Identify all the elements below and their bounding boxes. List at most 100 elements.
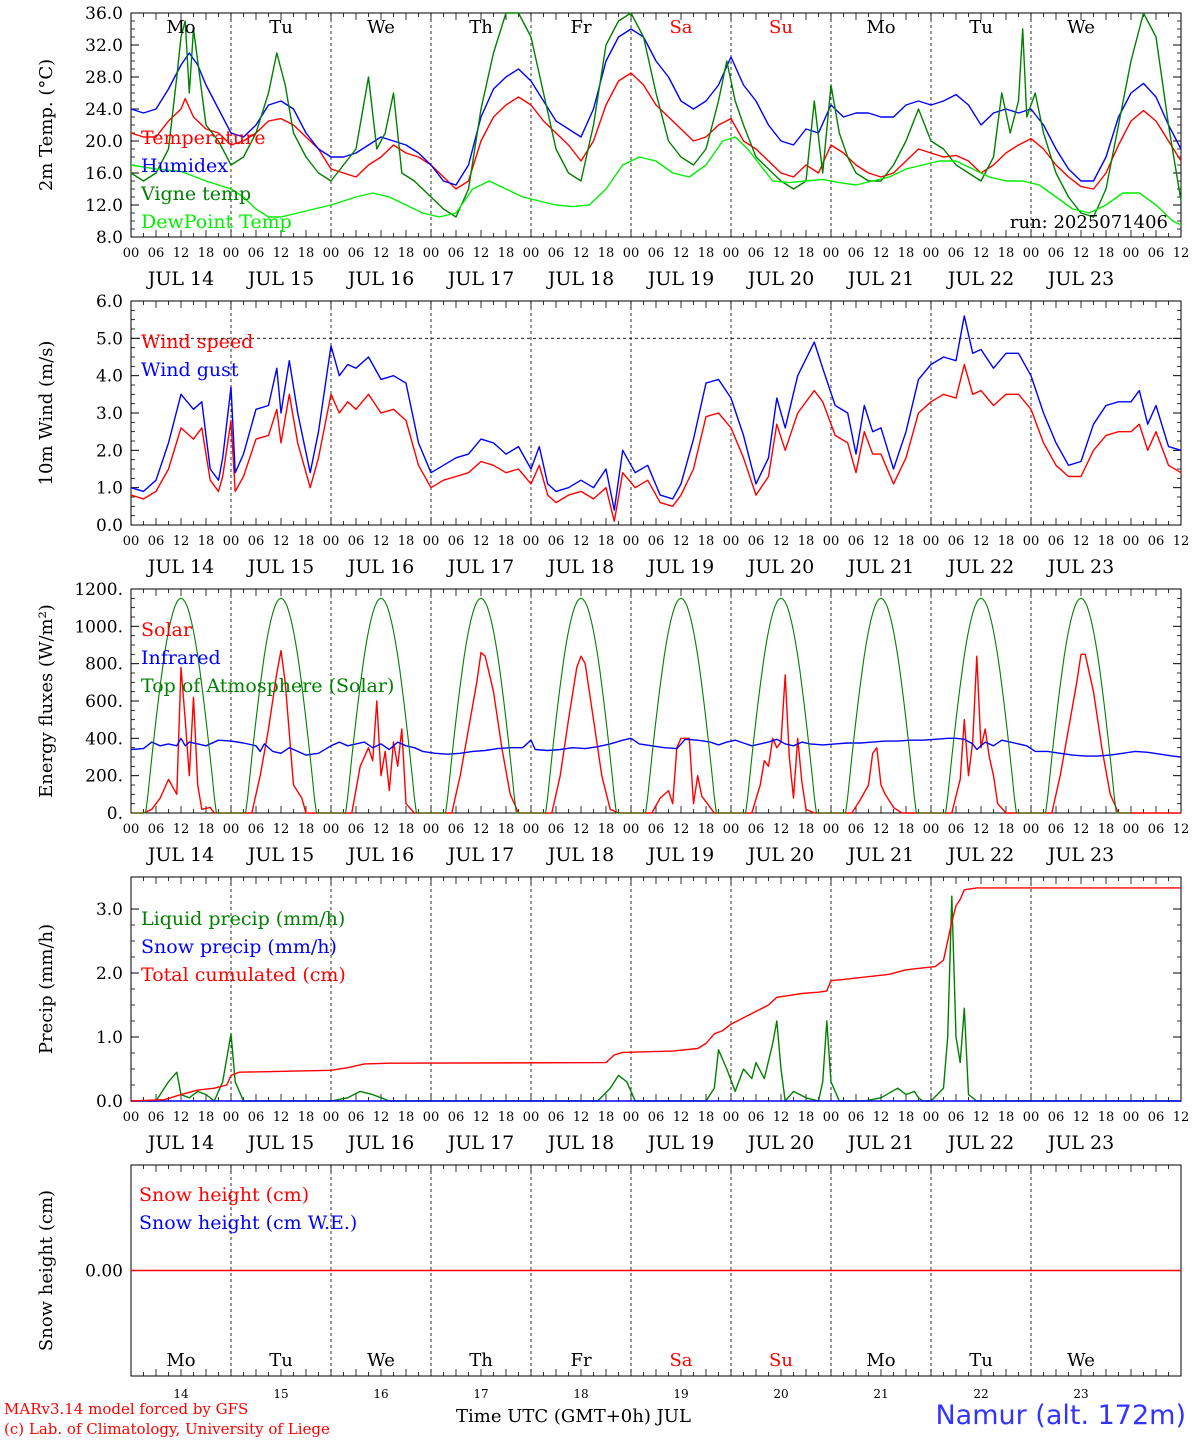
run-label: run: 2025071406 xyxy=(1010,212,1168,233)
date-label: JUL 14 xyxy=(146,1132,214,1154)
date-label: JUL 16 xyxy=(346,556,414,578)
hour-label: 06 xyxy=(748,822,765,837)
plot-frame xyxy=(130,300,1182,526)
hour-label: 12 xyxy=(273,822,290,837)
hour-label: 06 xyxy=(148,1110,165,1125)
day-number-label: 16 xyxy=(373,1387,388,1400)
date-label: JUL 16 xyxy=(346,844,414,866)
y-tick-label: 12.0 xyxy=(85,196,123,216)
hour-label: 00 xyxy=(923,246,940,261)
hour-label: 00 xyxy=(1123,1110,1140,1125)
y-tick-label: 4.0 xyxy=(96,367,123,387)
hour-label: 12 xyxy=(673,246,690,261)
hour-label: 18 xyxy=(1098,1110,1115,1125)
hour-label: 12 xyxy=(473,822,490,837)
hour-label: 12 xyxy=(873,822,890,837)
date-label: JUL 21 xyxy=(846,268,914,290)
y-tick-label: 1200. xyxy=(74,580,123,600)
date-label: JUL 23 xyxy=(1046,556,1114,578)
hour-label: 06 xyxy=(248,534,265,549)
day-number-label: 17 xyxy=(473,1387,488,1400)
y-axis-label: Precip (mm/h) xyxy=(36,924,57,1054)
y-tick-label: 0.00 xyxy=(85,1262,123,1282)
hour-label: 12 xyxy=(873,246,890,261)
y-tick-label: 2.0 xyxy=(96,441,123,461)
credit-model: MARv3.14 model forced by GFS xyxy=(4,1400,249,1418)
hour-label: 06 xyxy=(548,1110,565,1125)
hour-label: 06 xyxy=(148,822,165,837)
plot-frame xyxy=(130,588,1182,814)
hour-label: 18 xyxy=(898,534,915,549)
hour-label: 06 xyxy=(348,534,365,549)
hour-label: 06 xyxy=(248,822,265,837)
hour-label: 00 xyxy=(723,534,740,549)
hour-label: 06 xyxy=(1148,534,1165,549)
hour-label: 18 xyxy=(998,534,1015,549)
hour-label: 18 xyxy=(198,1110,215,1125)
hour-label: 00 xyxy=(123,246,140,261)
hour-label: 00 xyxy=(623,246,640,261)
hour-label: 00 xyxy=(323,822,340,837)
hour-label: 00 xyxy=(1123,534,1140,549)
hour-label: 12 xyxy=(1173,822,1190,837)
y-tick-label: 0.0 xyxy=(96,516,123,536)
date-label: JUL 15 xyxy=(246,556,314,578)
date-label: JUL 19 xyxy=(646,844,714,866)
hour-label: 18 xyxy=(898,822,915,837)
hour-label: 18 xyxy=(298,1110,315,1125)
hour-label: 18 xyxy=(198,534,215,549)
hour-label: 00 xyxy=(323,1110,340,1125)
hour-label: 00 xyxy=(1123,822,1140,837)
hour-label: 18 xyxy=(798,1110,815,1125)
hour-label: 06 xyxy=(548,534,565,549)
hour-label: 00 xyxy=(223,246,240,261)
panel-precip: 0.0 1.0 2.0 3.0 Precip (mm/h) Liquid precip (… xyxy=(36,876,1189,1154)
hour-label: 18 xyxy=(598,534,615,549)
day-of-week-label: Sa xyxy=(669,1350,692,1371)
hour-label: 12 xyxy=(973,1110,990,1125)
hour-label: 18 xyxy=(1098,822,1115,837)
hour-label: 06 xyxy=(848,246,865,261)
date-label: JUL 22 xyxy=(946,556,1014,578)
series-line-vigne-temp xyxy=(130,12,1182,218)
hour-label: 00 xyxy=(223,1110,240,1125)
panel-wind: 0.0 1.0 2.0 3.0 4.0 5.0 6.0 10m Wind (m/s) Wind … xyxy=(36,292,1189,578)
hour-label: 12 xyxy=(273,246,290,261)
hour-label: 06 xyxy=(1048,1110,1065,1125)
date-label: JUL 21 xyxy=(846,556,914,578)
hour-label: 18 xyxy=(598,822,615,837)
hour-label: 18 xyxy=(398,822,415,837)
hour-label: 18 xyxy=(298,534,315,549)
hour-label: 12 xyxy=(273,1110,290,1125)
panel-energy: 0. 200. 400. 600. 800. 1000. 1200. Energy fluxe… xyxy=(36,580,1189,866)
date-label: JUL 20 xyxy=(746,844,814,866)
hour-label: 12 xyxy=(773,246,790,261)
series-line-infrared xyxy=(130,737,1182,758)
date-label: JUL 17 xyxy=(446,556,514,578)
date-label: JUL 20 xyxy=(746,268,814,290)
date-label: JUL 18 xyxy=(546,556,614,578)
hour-label: 18 xyxy=(398,1110,415,1125)
hour-label: 12 xyxy=(973,534,990,549)
hour-label: 00 xyxy=(323,246,340,261)
date-label: JUL 18 xyxy=(546,844,614,866)
hour-label: 00 xyxy=(523,534,540,549)
date-label: JUL 23 xyxy=(1046,268,1114,290)
hour-label: 18 xyxy=(898,1110,915,1125)
y-axis-label: Energy fluxes (W/m²) xyxy=(36,604,57,798)
date-label: JUL 22 xyxy=(946,268,1014,290)
date-label: JUL 15 xyxy=(246,844,314,866)
hour-label: 06 xyxy=(548,246,565,261)
y-tick-label: 1.0 xyxy=(96,479,123,499)
day-of-week-label: Su xyxy=(769,17,793,38)
hour-label: 12 xyxy=(173,534,190,549)
hour-label: 12 xyxy=(473,1110,490,1125)
hour-label: 00 xyxy=(823,1110,840,1125)
hour-label: 00 xyxy=(923,534,940,549)
hour-label: 18 xyxy=(498,246,515,261)
date-label: JUL 20 xyxy=(746,556,814,578)
day-of-week-label: Tu xyxy=(269,17,293,38)
hour-label: 00 xyxy=(123,534,140,549)
hour-label: 00 xyxy=(423,534,440,549)
hour-label: 12 xyxy=(1173,246,1190,261)
